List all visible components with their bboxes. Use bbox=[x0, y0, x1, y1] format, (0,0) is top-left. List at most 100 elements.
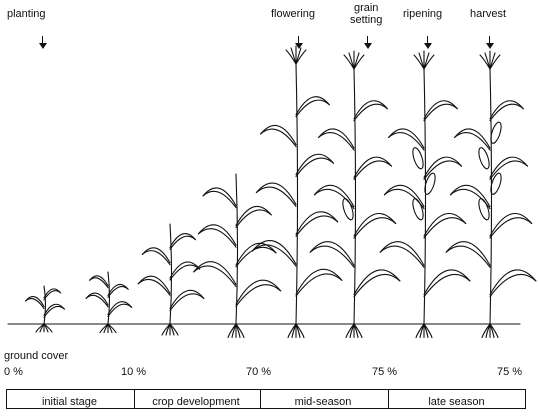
plant-flowering-leaf bbox=[295, 211, 339, 235]
plant-crop-development-2-stem bbox=[235, 173, 239, 325]
plant-grain-setting-leaf bbox=[353, 213, 397, 237]
stage-divider bbox=[134, 390, 136, 408]
plant-crop-development-2-leaf-edge bbox=[235, 284, 282, 307]
plant-flowering-leaf bbox=[295, 268, 343, 295]
plant-crop-development-2-leaf-edge bbox=[202, 190, 237, 209]
plant-harvest-leaf bbox=[445, 241, 491, 266]
plant-harvest-stem bbox=[489, 68, 493, 325]
plant-flowering-leaf-edge bbox=[295, 273, 343, 297]
stage-crop-development: crop development bbox=[152, 396, 240, 408]
plant-grain-setting-leaf bbox=[353, 100, 388, 120]
arrow-flowering bbox=[294, 36, 304, 50]
plant-crop-development-2-leaf-edge bbox=[235, 209, 272, 228]
plant-grain-setting-tassel bbox=[353, 54, 365, 70]
label-grain-setting-line1: grain bbox=[353, 2, 379, 14]
plant-grain-setting-stem bbox=[353, 68, 357, 325]
plant-harvest-leaf bbox=[489, 100, 524, 120]
plant-young-leaf-edge bbox=[107, 303, 133, 317]
plant-ripening-tassel bbox=[423, 52, 430, 70]
plant-harvest-leaf-edge bbox=[489, 273, 537, 298]
plant-flowering-tassel bbox=[295, 49, 307, 65]
plant-crop-development-1-leaf-edge bbox=[141, 250, 171, 266]
plant-crop-development-1-leaf bbox=[137, 275, 171, 294]
plant-crop-development-2-leaf bbox=[193, 261, 237, 286]
plant-flowering-leaf bbox=[255, 182, 297, 205]
plant-grain-setting-leaf-edge bbox=[353, 160, 393, 180]
plant-ripening-tassel bbox=[418, 52, 425, 70]
plant-grain-setting-tassel bbox=[353, 52, 360, 70]
plant-seedling-leaf-edge bbox=[43, 305, 65, 318]
plant-flowering-leaf-edge bbox=[255, 186, 297, 207]
plant-crop-development-2-leaf bbox=[235, 279, 282, 305]
arrow-ripening bbox=[423, 36, 433, 50]
plant-harvest-cob bbox=[490, 172, 502, 195]
plant-grain-setting-cob bbox=[342, 198, 354, 221]
plant-harvest-leaf bbox=[449, 184, 491, 208]
plant-flowering-leaf bbox=[295, 96, 330, 116]
plant-harvest-root bbox=[489, 323, 499, 339]
stage-initial: initial stage bbox=[41, 396, 98, 408]
plant-crop-development-1-stem bbox=[169, 223, 173, 325]
plant-young-stem bbox=[107, 271, 111, 325]
plant-grain-setting-leaf-edge bbox=[318, 132, 355, 151]
ground-cover-0: 0 % bbox=[4, 366, 23, 378]
plant-grain-setting-leaf bbox=[309, 241, 355, 266]
plant-harvest-leaf-edge bbox=[445, 245, 491, 268]
plant-grain-setting-leaf-edge bbox=[353, 103, 388, 122]
plant-crop-development-2-leaf bbox=[235, 205, 272, 226]
plant-flowering-stem bbox=[295, 63, 299, 325]
plant-flowering-leaf bbox=[251, 240, 297, 265]
plant-ripening-stem bbox=[423, 68, 427, 325]
plant-ripening-cob bbox=[412, 147, 424, 170]
plant-grain-setting-tassel bbox=[348, 52, 355, 70]
ground-cover-75-a: 75 % bbox=[372, 366, 398, 378]
plant-ripening-leaf bbox=[423, 269, 471, 296]
ground-cover-70: 70 % bbox=[246, 366, 272, 378]
plant-grain-setting-leaf bbox=[353, 156, 393, 178]
plant-harvest-tassel bbox=[489, 52, 496, 70]
label-flowering: flowering bbox=[271, 8, 316, 20]
arrow-grain-setting bbox=[363, 36, 373, 50]
plant-flowering-leaf-edge bbox=[295, 99, 330, 118]
plant-ripening-tassel bbox=[423, 54, 435, 70]
plant-young-leaf-edge bbox=[89, 277, 109, 289]
plant-crop-development-2-leaf-edge bbox=[235, 246, 277, 268]
plant-harvest-tassel bbox=[479, 54, 491, 70]
plant-crop-development-2-leaf bbox=[235, 242, 277, 266]
arrow-harvest bbox=[485, 36, 495, 50]
plant-flowering-leaf-edge bbox=[260, 128, 297, 148]
plant-crop-development-1-leaf-edge bbox=[169, 264, 201, 281]
plant-seedling-root bbox=[43, 323, 53, 333]
plant-harvest-cob bbox=[478, 198, 490, 221]
stage-late-season: late season bbox=[428, 396, 485, 408]
plant-crop-development-1-leaf-edge bbox=[169, 235, 197, 250]
stage-divider bbox=[260, 390, 262, 408]
plant-harvest-leaf-edge bbox=[489, 160, 529, 180]
plant-young-leaf-edge bbox=[85, 294, 109, 308]
plant-harvest-cob bbox=[490, 121, 502, 144]
plant-crop-development-1-leaf-edge bbox=[169, 293, 205, 312]
plant-crop-development-2-leaf-edge bbox=[197, 228, 237, 248]
plant-harvest-leaf bbox=[489, 213, 533, 237]
plant-harvest-cob bbox=[478, 147, 490, 170]
ground-cover-75-b: 75 % bbox=[497, 366, 523, 378]
label-grain-setting: grain setting bbox=[350, 2, 382, 26]
stage-divider bbox=[388, 390, 390, 408]
plant-ripening-root bbox=[423, 323, 433, 339]
plant-ripening-tassel bbox=[413, 54, 425, 70]
plant-ripening-leaf-edge bbox=[379, 245, 425, 268]
plant-grain-setting-leaf bbox=[313, 184, 355, 208]
plant-flowering-leaf-edge bbox=[295, 215, 339, 237]
plant-ripening-leaf-edge bbox=[423, 273, 471, 298]
plant-ripening-leaf-edge bbox=[423, 160, 463, 180]
plant-crop-development-1-leaf bbox=[169, 233, 197, 248]
plant-crop-development-2-leaf bbox=[202, 187, 237, 207]
plant-seedling-stem bbox=[43, 285, 47, 325]
plant-flowering-leaf bbox=[295, 153, 335, 176]
plant-grain-setting-tassel bbox=[343, 54, 355, 70]
plant-ripening-leaf bbox=[383, 184, 425, 208]
plant-crop-development-1-leaf bbox=[141, 247, 171, 264]
plant-crop-development-2-leaf bbox=[197, 224, 237, 246]
plant-ripening-leaf-edge bbox=[388, 132, 425, 151]
